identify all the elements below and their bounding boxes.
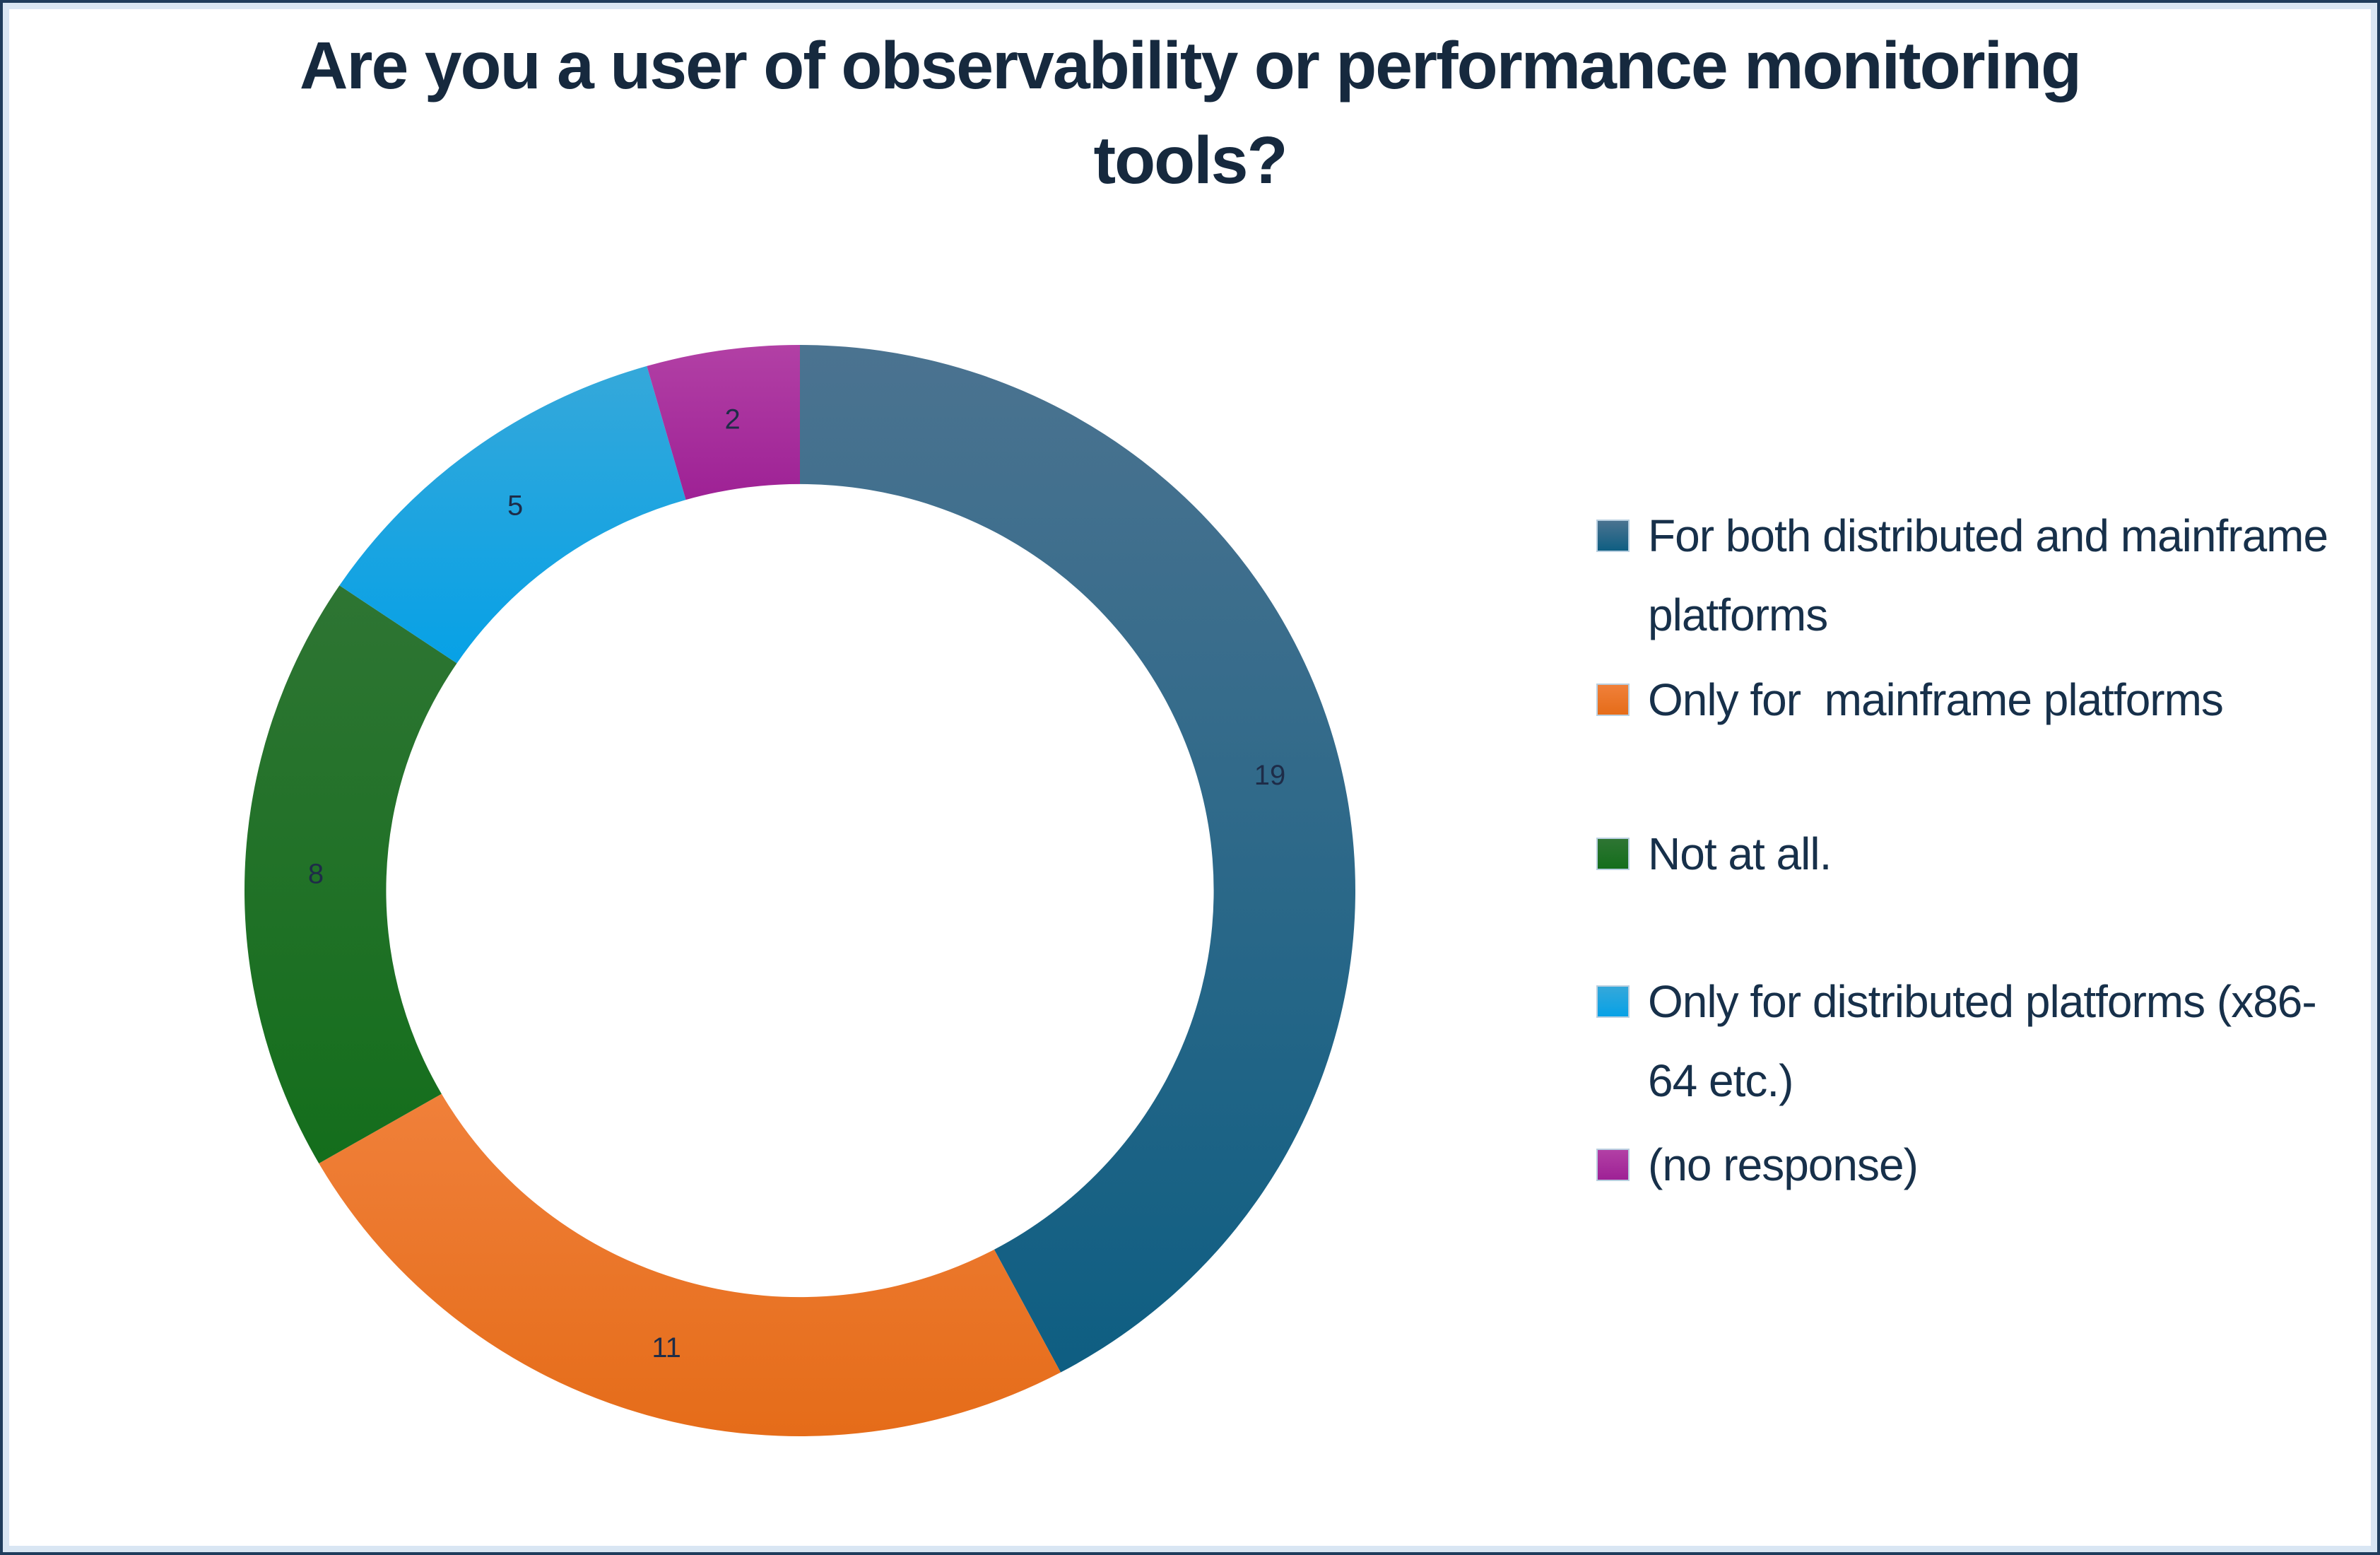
legend-item-label: Only for distributed platforms (x86-64 e… [1648,976,2317,1106]
chart-legend: For both distributed and mainframe platf… [1596,3,2363,1552]
legend-item-no-response: (no response) [1596,1125,2363,1204]
slice-value-label: 2 [724,404,740,435]
legend-item-not-at-all: Not at all. [1596,814,2363,893]
donut-slice [319,1093,1061,1436]
donut-slice [800,345,1355,1373]
chart-title-line1: Are you a user of observability or perfo… [299,28,2082,103]
legend-item-label: For both distributed and mainframe platf… [1648,510,2340,640]
legend-item-label: (no response) [1648,1139,1919,1190]
slice-value-label: 8 [308,859,324,890]
donut-chart: 19 11 8 5 2 [245,345,1355,1436]
donut-slice [245,585,457,1163]
legend-marker-swatch [1596,985,1630,1018]
slice-value-label: 5 [507,490,523,521]
legend-item-label: Not at all. [1648,828,1832,879]
slice-value-label: 19 [1254,760,1286,791]
donut-slice [339,365,686,664]
legend-marker-swatch [1596,683,1630,716]
chart-title: Are you a user of observability or perfo… [3,18,2377,208]
legend-item-only-mainframe: Only for mainframe platforms [1596,660,2363,739]
legend-item-both-platforms: For both distributed and mainframe platf… [1596,496,2363,655]
legend-marker-swatch [1596,1149,1630,1181]
legend-item-label: Only for mainframe platforms [1648,674,2224,725]
donut-slice [647,345,800,500]
legend-marker-swatch [1596,520,1630,552]
legend-item-only-distributed: Only for distributed platforms (x86-64 e… [1596,962,2363,1120]
slice-value-label: 11 [652,1332,681,1363]
legend-marker-swatch [1596,838,1630,870]
chart-title-line2: tools? [1093,123,1288,198]
